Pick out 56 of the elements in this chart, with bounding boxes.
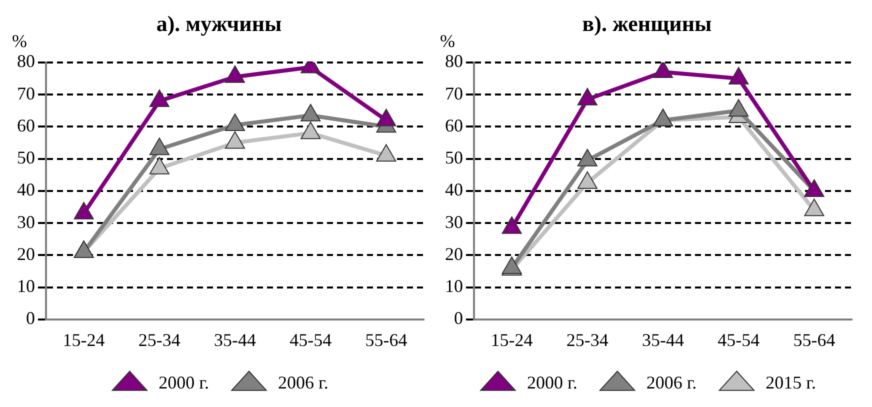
y-tick-label: 40: [17, 180, 35, 200]
point: [224, 131, 246, 149]
x-tick-label: 35-44: [214, 330, 256, 350]
x-tick-label: 15-24: [62, 330, 105, 350]
x-tick-label: 25-34: [566, 330, 608, 350]
point: [74, 202, 94, 220]
x-tick-label: 25-34: [138, 330, 180, 350]
y-tick-label: 70: [445, 83, 463, 104]
y-tick-label: 80: [17, 51, 35, 72]
legend-label: 2006 г.: [278, 372, 328, 393]
x-tick-label: 55-64: [793, 330, 836, 350]
point: [376, 144, 396, 162]
point: [376, 108, 396, 126]
x-tick-label: 15-24: [490, 330, 533, 350]
y-tick-label: 60: [445, 115, 463, 136]
point: [728, 66, 749, 84]
chart-title: а). мужчины: [156, 10, 282, 36]
y-tick-label: 50: [17, 148, 35, 168]
y-axis-title: %: [440, 31, 455, 52]
legend-label: 2000 г.: [158, 372, 210, 393]
y-tick-label: 60: [17, 115, 35, 136]
point: [224, 65, 246, 83]
y-tick-label: 80: [445, 51, 463, 72]
y-tick-label: 0: [26, 308, 35, 328]
y-tick-label: 20: [445, 244, 463, 264]
y-tick-label: 50: [445, 148, 463, 168]
x-tick-label: 55-64: [365, 330, 408, 350]
point: [300, 122, 321, 140]
y-axis-title: %: [12, 31, 27, 52]
legend-label: 2006 г.: [646, 372, 697, 393]
point: [300, 104, 321, 122]
x-tick-label: 35-44: [642, 330, 684, 350]
y-tick-label: 70: [17, 83, 35, 104]
y-tick-label: 0: [454, 308, 463, 328]
x-tick-label: 45-54: [290, 330, 332, 350]
point: [577, 148, 598, 166]
point: [149, 156, 170, 174]
y-tick-label: 10: [445, 276, 463, 296]
x-tick-label: 45-54: [718, 330, 760, 350]
y-tick-label: 40: [445, 180, 463, 200]
legend-label: 2015 г.: [766, 372, 816, 393]
point: [149, 89, 170, 107]
legend-label: 2000 г.: [526, 372, 578, 393]
point: [224, 114, 246, 132]
point: [577, 171, 598, 189]
point: [502, 216, 522, 234]
y-tick-label: 10: [17, 276, 35, 296]
point: [728, 99, 749, 117]
y-tick-label: 20: [17, 244, 35, 264]
y-tick-label: 30: [445, 212, 463, 232]
point: [577, 88, 598, 106]
point: [652, 62, 674, 78]
y-tick-label: 30: [17, 212, 35, 232]
point: [149, 138, 170, 156]
point: [804, 198, 824, 216]
chart-title: в). женщины: [582, 10, 712, 36]
